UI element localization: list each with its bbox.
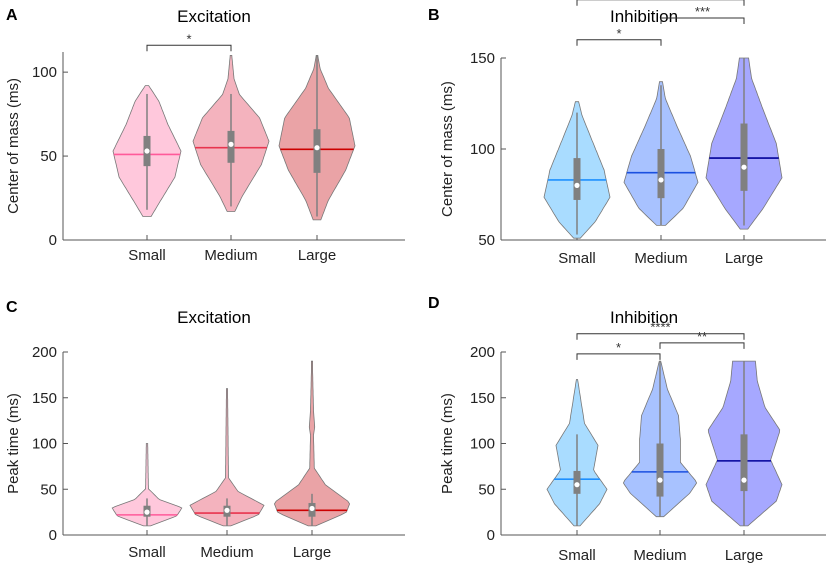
x-tick-label: Small [558, 547, 596, 564]
x-tick-label: Small [128, 247, 166, 264]
y-tick-label: 150 [470, 50, 495, 67]
x-tick-label: Medium [634, 250, 687, 267]
violin-body [189, 388, 265, 527]
chart-title: Excitation [177, 7, 251, 26]
y-tick-label: 100 [32, 64, 57, 81]
violin-median-dot [228, 141, 234, 147]
panel-a: A Excitation 0 50 100 Center of mass (ms) Smal… [5, 7, 405, 264]
significance-bracket: * [576, 340, 661, 360]
violin-medium [622, 360, 698, 518]
panel-letter: B [428, 7, 440, 24]
significance-bracket: **** [576, 320, 745, 340]
x-tick-label: Large [298, 247, 336, 264]
violin-medium [189, 388, 265, 527]
chart-title: Inhibition [610, 308, 678, 327]
y-tick-label: 0 [487, 527, 495, 544]
y-tick-label: 200 [32, 344, 57, 361]
violin-iqr-box [740, 123, 748, 191]
violin-large [278, 55, 356, 221]
significance-label: * [186, 31, 191, 46]
x-tick-label: Small [128, 544, 166, 561]
y-tick-label: 50 [40, 148, 57, 165]
x-tick-label: Large [725, 547, 763, 564]
significance-bracket: * [146, 31, 232, 52]
y-tick-label: 100 [470, 141, 495, 158]
violin-small [111, 443, 183, 527]
x-tick-label: Medium [633, 547, 686, 564]
bracket-line [576, 333, 745, 340]
x-tick-label: Small [558, 250, 596, 267]
y-axis-label: Peak time (ms) [5, 393, 22, 494]
violin-median-dot [144, 148, 150, 154]
violin-iqr-box [313, 129, 321, 173]
bracket-line [576, 39, 662, 46]
chart-title: Excitation [177, 308, 251, 327]
significance-label: **** [650, 320, 670, 335]
bracket-line [659, 342, 745, 349]
y-tick-label: 50 [40, 481, 57, 498]
violin-median-dot [741, 164, 747, 170]
violin-body [273, 360, 351, 527]
y-tick-label: 50 [478, 481, 495, 498]
x-tick-label: Medium [200, 544, 253, 561]
violin-median-dot [574, 482, 580, 488]
significance-label: *** [695, 4, 710, 19]
significance-bracket: * [576, 26, 662, 46]
bracket-line [576, 353, 661, 360]
x-tick-label: Medium [204, 247, 257, 264]
violin-median-dot [657, 477, 663, 483]
bracket-line [660, 17, 745, 24]
y-tick-label: 100 [470, 436, 495, 453]
panel-c: C Excitation 0 50 100 150 200 Peak time (ms) Sma… [5, 299, 405, 561]
panel-letter: D [428, 295, 440, 312]
chart-title: Inhibition [610, 7, 678, 26]
violin-small [543, 101, 611, 239]
violin-median-dot [309, 505, 315, 512]
violin-iqr-box [656, 443, 664, 497]
panel-d: D Inhibition 0 50 100 150 200 Peak time (ms) Sma… [428, 295, 826, 564]
violin-medium [623, 81, 699, 226]
y-axis-label: Center of mass (ms) [439, 81, 456, 217]
violin-median-dot [741, 477, 747, 483]
violin-median-dot [574, 182, 580, 188]
violin-body [111, 443, 183, 527]
y-tick-label: 0 [49, 232, 57, 249]
violin-large [705, 360, 783, 527]
violin-large [705, 57, 783, 230]
significance-bracket: *** [660, 4, 745, 24]
y-tick-label: 150 [32, 390, 57, 407]
violin-small [546, 379, 608, 527]
violin-small [112, 85, 182, 217]
violin-iqr-box [740, 434, 748, 492]
y-tick-label: 50 [478, 232, 495, 249]
significance-label: * [616, 26, 621, 41]
panel-b: B Inhibition 50 100 150 Center of mass (ms) Sm… [428, 0, 826, 267]
significance-bracket: **** [576, 0, 745, 6]
violin-medium [192, 55, 270, 212]
panel-letter: A [6, 7, 18, 24]
violin-median-dot [144, 509, 150, 515]
violin-median-dot [314, 145, 320, 151]
y-tick-label: 0 [49, 527, 57, 544]
y-tick-label: 200 [470, 344, 495, 361]
significance-label: **** [650, 0, 670, 1]
violin-median-dot [224, 507, 230, 513]
y-axis-label: Center of mass (ms) [5, 78, 22, 214]
violin-iqr-box [657, 149, 665, 199]
significance-label: ** [697, 329, 707, 344]
violin-large [273, 360, 351, 527]
significance-bracket: ** [659, 329, 745, 349]
y-axis-label: Peak time (ms) [439, 393, 456, 494]
panel-letter: C [6, 299, 18, 316]
bracket-line [576, 0, 745, 6]
y-tick-label: 150 [470, 390, 495, 407]
violin-iqr-box [573, 158, 581, 200]
x-tick-label: Large [293, 544, 331, 561]
y-tick-label: 100 [32, 436, 57, 453]
violin-median-dot [658, 177, 664, 183]
bracket-line [146, 44, 232, 52]
significance-label: * [616, 340, 621, 355]
x-tick-label: Large [725, 250, 763, 267]
